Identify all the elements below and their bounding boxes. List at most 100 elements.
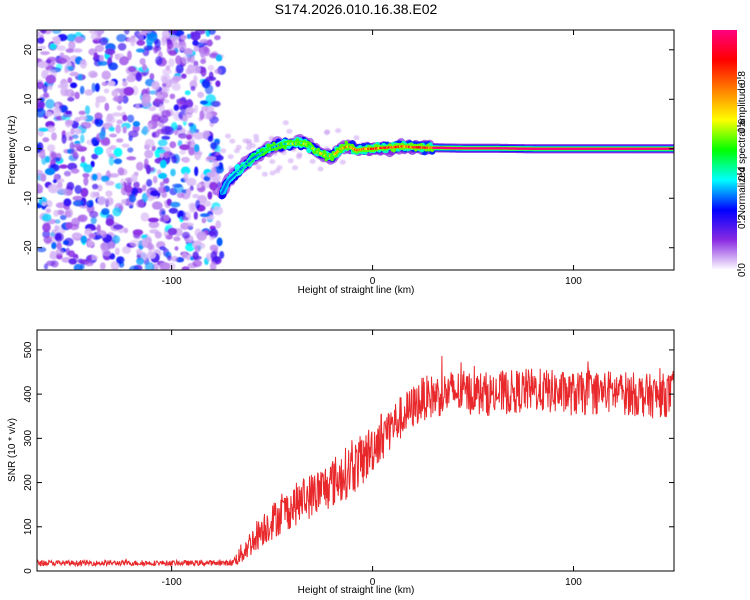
noise-blob	[37, 45, 47, 50]
noise-blob	[64, 210, 72, 218]
colorbar-tick-label: 0.8	[737, 71, 748, 85]
noise-blob	[120, 178, 125, 188]
noise-blob	[115, 124, 122, 134]
noise-blob	[166, 40, 174, 50]
noise-blob	[253, 133, 259, 139]
noise-blob	[105, 190, 113, 197]
noise-blob	[163, 99, 170, 104]
noise-blob	[133, 181, 140, 189]
noise-blob	[208, 30, 216, 35]
spectrogram-x-tick-label: -100	[162, 276, 182, 287]
noise-blob	[46, 125, 56, 133]
noise-blob	[54, 224, 59, 232]
noise-blob	[141, 93, 152, 104]
noise-blob	[202, 200, 212, 207]
noise-blob	[162, 76, 169, 84]
spectrogram-y-tick-label: 0	[23, 146, 34, 152]
noise-blob	[117, 167, 125, 176]
noise-blob	[99, 54, 105, 63]
noise-blob	[193, 144, 200, 153]
noise-blob	[68, 40, 76, 50]
noise-blob	[215, 220, 222, 229]
snr-y-tick-label: 100	[23, 518, 34, 535]
noise-blob	[70, 148, 77, 156]
noise-blob	[116, 256, 125, 264]
noise-blob	[72, 134, 79, 139]
noise-blob	[62, 189, 73, 197]
noise-blob	[123, 185, 133, 193]
noise-blob	[135, 199, 145, 208]
noise-blob	[116, 119, 123, 125]
noise-blob	[68, 258, 78, 265]
noise-blob	[45, 200, 53, 208]
noise-blob	[54, 219, 61, 224]
noise-blob	[39, 150, 46, 159]
noise-blob	[66, 33, 77, 42]
noise-blob	[199, 110, 205, 120]
noise-blob	[195, 199, 201, 209]
noise-blob	[56, 57, 68, 65]
noise-blob	[135, 103, 140, 110]
noise-blob	[150, 167, 155, 172]
noise-blob	[181, 266, 190, 270]
colorbar-label: Normalized spectral amplitude	[737, 82, 748, 217]
noise-blob	[91, 173, 98, 181]
spectrogram-x-tick-label: 0	[370, 276, 376, 287]
noise-blob	[74, 91, 80, 100]
noise-blob	[105, 116, 116, 124]
noise-blob	[128, 135, 133, 142]
noise-blob	[167, 227, 178, 236]
noise-blob	[74, 36, 84, 44]
noise-blob	[44, 168, 56, 176]
noise-blob	[47, 144, 56, 152]
noise-blob	[214, 154, 224, 161]
noise-blob	[61, 134, 67, 144]
noise-blob	[90, 255, 98, 261]
noise-blob	[209, 244, 219, 252]
noise-blob	[37, 61, 48, 69]
noise-blob	[161, 109, 172, 118]
noise-blob	[126, 74, 136, 83]
noise-blob	[161, 191, 168, 198]
noise-blob	[192, 193, 200, 199]
snr-y-label: SNR (10 * v/v)	[7, 418, 18, 482]
noise-blob	[45, 111, 53, 117]
noise-blob	[69, 141, 75, 151]
spectrogram-frame	[36, 29, 675, 271]
spectrogram-y-axis: -20 -10 0 10 20	[23, 44, 674, 255]
noise-blob	[111, 89, 119, 97]
noise-blob	[335, 128, 342, 134]
snr-x-tick-label: 100	[565, 577, 582, 588]
noise-blob	[158, 149, 167, 154]
noise-blob	[37, 169, 44, 176]
noise-blob	[71, 232, 82, 239]
spectrogram-x-axis: -100 0 100	[162, 30, 582, 287]
noise-blob	[185, 243, 195, 252]
noise-blob	[80, 134, 85, 144]
noise-blob	[159, 208, 166, 218]
noise-blob	[112, 235, 121, 244]
noise-blob	[193, 46, 199, 52]
noise-blob	[99, 131, 106, 140]
noise-blob	[94, 118, 99, 125]
noise-blob	[276, 165, 283, 171]
noise-blob	[116, 138, 124, 143]
noise-blob	[162, 86, 170, 94]
noise-blob	[38, 101, 46, 109]
noise-blob	[37, 108, 46, 118]
noise-blob	[80, 263, 85, 270]
noise-blob	[87, 240, 94, 247]
noise-blob	[189, 185, 194, 191]
noise-blob	[49, 43, 57, 50]
noise-blob	[127, 147, 134, 153]
noise-blob	[51, 242, 57, 250]
noise-blob	[161, 38, 166, 47]
snr-y-tick-label: 300	[23, 430, 34, 447]
noise-blob	[77, 214, 88, 223]
noise-blob	[175, 64, 184, 74]
noise-blob	[149, 73, 155, 81]
noise-blob	[200, 58, 207, 64]
noise-blob	[40, 30, 47, 35]
noise-blob	[105, 146, 112, 156]
noise-blob	[42, 137, 50, 143]
